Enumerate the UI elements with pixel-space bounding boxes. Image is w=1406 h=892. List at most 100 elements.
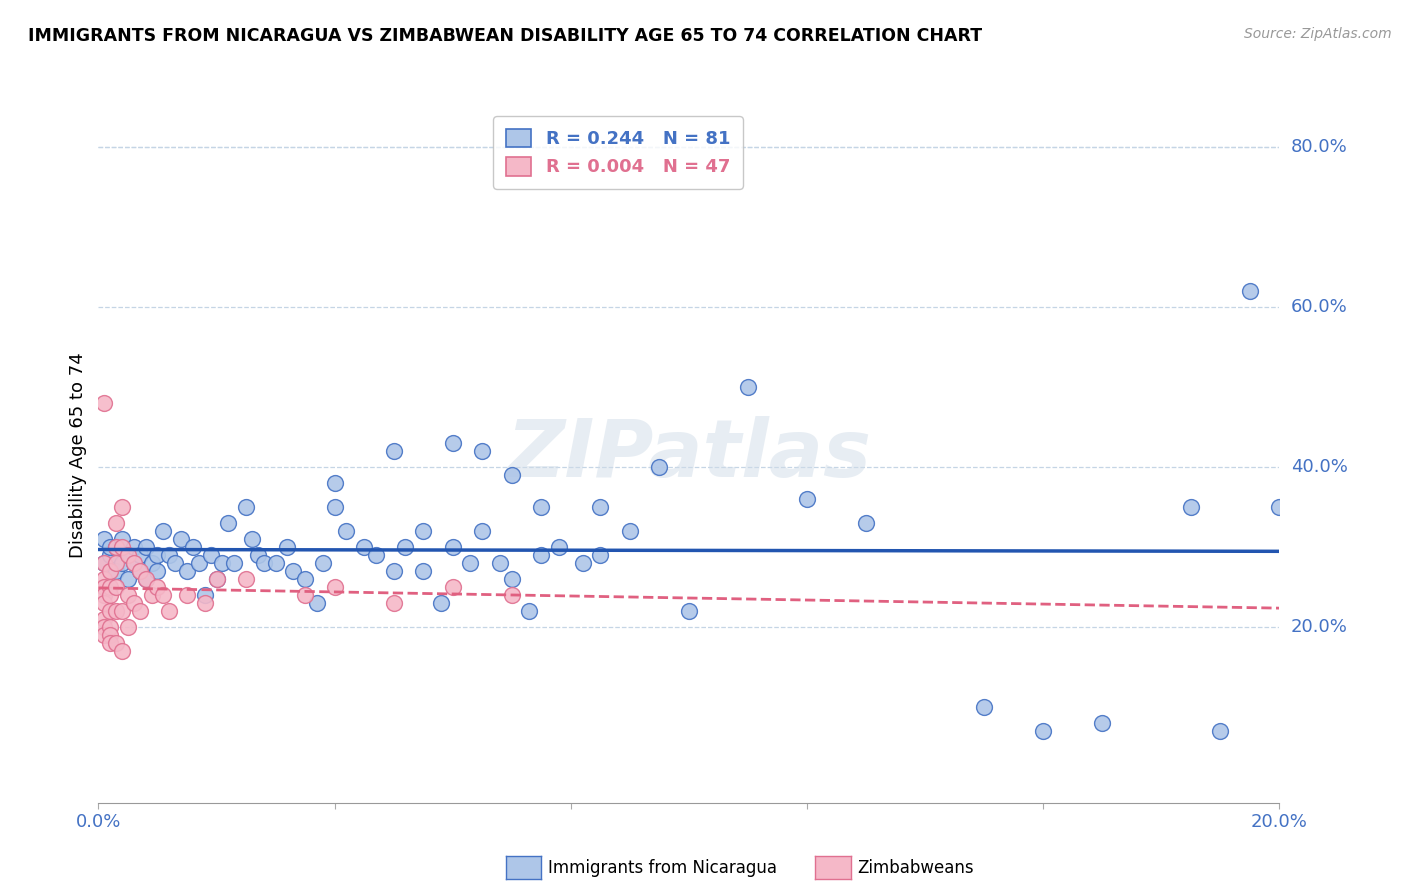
Point (98, 580, 121, 594)
Point (170, 532, 193, 546)
Point (648, 459, 671, 474)
Point (122, 556, 145, 570)
Point (1209, 723, 1232, 738)
Point (128, 564, 150, 578)
Text: IMMIGRANTS FROM NICARAGUA VS ZIMBABWEAN DISABILITY AGE 65 TO 74 CORRELATION CHAR: IMMIGRANTS FROM NICARAGUA VS ZIMBABWEAN … (28, 27, 983, 45)
Point (737, 380, 759, 394)
Point (240, 532, 263, 546)
Point (217, 516, 239, 530)
Point (235, 572, 257, 586)
Point (93, 556, 115, 570)
Point (146, 580, 169, 594)
Point (122, 596, 145, 610)
Point (283, 564, 305, 578)
Point (246, 548, 269, 562)
Point (501, 588, 523, 602)
Point (93, 612, 115, 626)
Point (305, 596, 328, 610)
Point (973, 699, 995, 714)
Point (501, 467, 523, 482)
Point (382, 564, 405, 578)
Point (152, 524, 174, 538)
Point (146, 548, 169, 562)
Point (111, 556, 134, 570)
Text: 40.0%: 40.0% (1291, 458, 1347, 476)
Text: 60.0%: 60.0% (1291, 298, 1347, 316)
Point (394, 540, 416, 554)
Point (519, 604, 541, 618)
Text: Immigrants from Nicaragua: Immigrants from Nicaragua (548, 859, 778, 877)
Point (93, 556, 115, 570)
Legend: R = 0.244   N = 81, R = 0.004   N = 47: R = 0.244 N = 81, R = 0.004 N = 47 (494, 116, 742, 189)
Point (224, 556, 246, 570)
Point (98, 548, 121, 562)
Point (441, 580, 464, 594)
Point (117, 548, 139, 562)
Text: Source: ZipAtlas.com: Source: ZipAtlas.com (1244, 27, 1392, 41)
Point (571, 556, 593, 570)
Point (111, 500, 134, 514)
Point (111, 540, 134, 554)
Point (176, 588, 198, 602)
Point (441, 436, 464, 450)
Point (98, 636, 121, 650)
Point (152, 588, 174, 602)
Point (105, 564, 128, 578)
Point (441, 540, 464, 554)
Y-axis label: Disability Age 65 to 74: Disability Age 65 to 74 (69, 352, 87, 558)
Point (176, 564, 198, 578)
Point (98, 564, 121, 578)
Point (323, 580, 346, 594)
Point (111, 644, 134, 658)
Point (589, 548, 612, 562)
Point (157, 548, 180, 562)
Point (93, 532, 115, 546)
Point (141, 588, 163, 602)
Point (105, 636, 128, 650)
Point (678, 604, 700, 618)
Point (1091, 715, 1114, 730)
Point (128, 548, 150, 562)
Point (135, 572, 157, 586)
Point (530, 500, 553, 514)
Text: 20.0%: 20.0% (1291, 618, 1347, 636)
Point (105, 604, 128, 618)
Point (117, 588, 139, 602)
Point (111, 532, 134, 546)
Point (589, 500, 612, 514)
Point (412, 564, 434, 578)
Point (1032, 723, 1054, 738)
Text: ZIPatlas: ZIPatlas (506, 416, 872, 494)
Point (312, 556, 335, 570)
Point (128, 564, 150, 578)
Point (264, 556, 287, 570)
Point (323, 475, 346, 490)
Point (335, 524, 357, 538)
Point (157, 604, 180, 618)
Text: 80.0%: 80.0% (1291, 138, 1347, 156)
Point (530, 548, 553, 562)
Point (93, 628, 115, 642)
Point (93, 620, 115, 634)
Point (205, 572, 228, 586)
Point (323, 500, 346, 514)
Point (353, 540, 375, 554)
Point (294, 572, 316, 586)
Point (235, 500, 257, 514)
Point (165, 556, 187, 570)
Point (117, 572, 139, 586)
Point (382, 444, 405, 458)
Point (412, 524, 434, 538)
Point (501, 572, 523, 586)
Point (194, 596, 217, 610)
Point (98, 540, 121, 554)
Point (200, 548, 222, 562)
Point (98, 604, 121, 618)
Point (117, 548, 139, 562)
Point (1268, 500, 1291, 514)
Point (105, 556, 128, 570)
Text: Zimbabweans: Zimbabweans (858, 859, 974, 877)
Point (98, 588, 121, 602)
Point (194, 588, 217, 602)
Point (135, 540, 157, 554)
